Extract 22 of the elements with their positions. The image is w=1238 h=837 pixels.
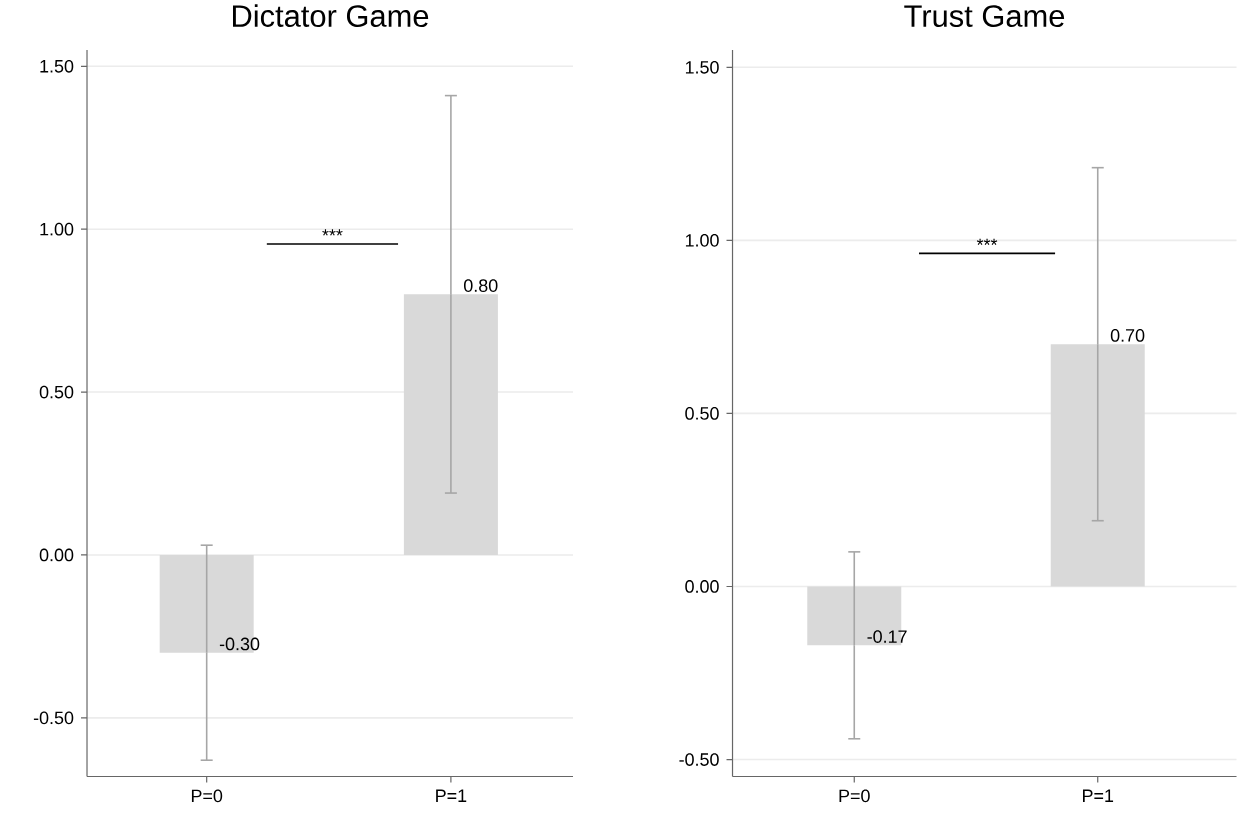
data-label: 0.70 [1110,329,1145,342]
y-tick-label: 0.50 [685,407,719,420]
y-tick-label: 0.00 [685,580,719,593]
y-tick-label: -0.50 [33,711,74,725]
annotation: *** [976,238,998,245]
chart-title: Trust Game [904,5,1065,28]
y-tick-label: 1.50 [685,60,719,74]
y-tick-label: 1.00 [685,234,719,247]
chart-title: Dictator Game [233,4,429,28]
x-tick-label: P=1 [1083,789,1114,802]
x-tick-label: P=1 [436,789,467,802]
x-tick-label: P=0 [191,789,223,803]
data-label: -0.17 [867,630,907,643]
y-tick-label: 0.00 [39,548,74,562]
data-label: -0.30 [219,637,260,651]
data-label: 0.80 [463,279,498,292]
y-tick-label: 0.50 [39,385,74,399]
y-tick-label: 1.50 [40,59,74,73]
y-tick-label: -0.50 [679,753,719,766]
x-tick-label: P=0 [839,789,870,803]
annotation: *** [322,229,343,236]
y-tick-label: 1.00 [40,222,74,236]
